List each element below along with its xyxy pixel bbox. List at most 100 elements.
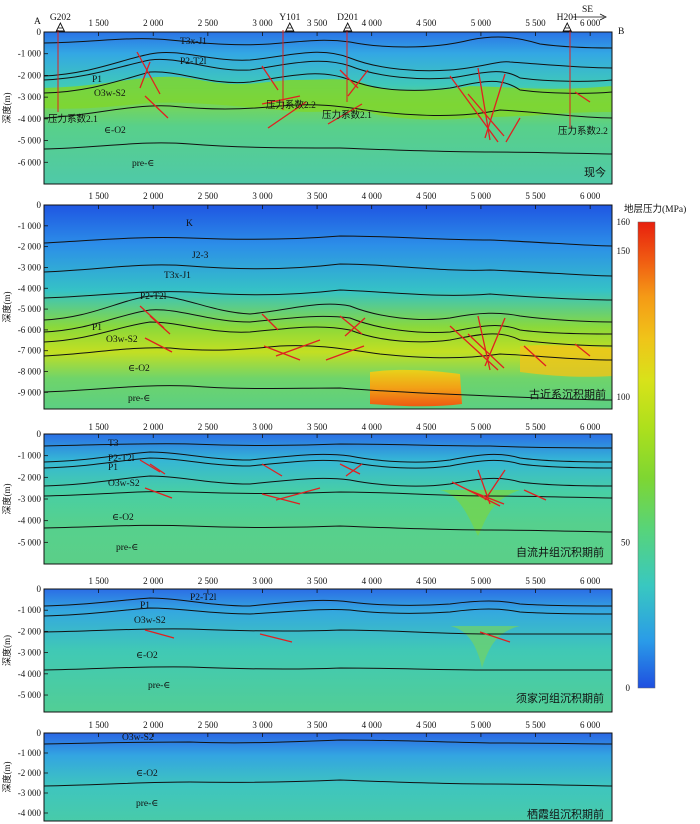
x-tick-label: 1 500 xyxy=(88,576,109,586)
well-symbol-icon xyxy=(55,21,66,32)
overpressure-zone-ziliujing xyxy=(440,490,520,536)
faults-xujiahe xyxy=(144,629,511,643)
x-tick-label: 1 500 xyxy=(88,191,109,201)
strata-label: K xyxy=(186,219,193,229)
horizon-P2 xyxy=(43,51,613,77)
horizon-P1-p2 xyxy=(43,309,613,335)
x-tick-label: 3 500 xyxy=(307,576,328,586)
horizon-O3w-p2 xyxy=(43,321,613,347)
y-tick-label: 0 xyxy=(37,429,42,439)
horizon-O3w xyxy=(43,71,613,94)
horizon-P1-p3 xyxy=(43,457,613,469)
y-tick-label: -1 000 xyxy=(18,49,42,59)
x-tick-label: 6 000 xyxy=(580,422,601,432)
strata-label: P1 xyxy=(92,323,102,333)
legend-ticks: 0 50 100 150 160 xyxy=(617,217,631,693)
horizon-P2-T2l xyxy=(43,295,613,323)
x-tick-label: 6 000 xyxy=(580,191,601,201)
horizon-O3w-p3 xyxy=(43,475,613,487)
direction-arrowhead-icon xyxy=(599,13,607,21)
y-tick-label: -3 000 xyxy=(18,262,42,272)
y-tick-label: 0 xyxy=(37,584,42,594)
legend-tick-label: 0 xyxy=(626,683,631,693)
x-tick-label: 3 000 xyxy=(252,18,273,28)
y-tick-label: -6 000 xyxy=(18,157,42,167)
x-tick-label: 6 000 xyxy=(580,18,601,28)
y-tick-label: 0 xyxy=(37,200,42,210)
horizon-J2-3 xyxy=(43,263,613,277)
horizon-P2-T2l-p3 xyxy=(43,451,613,463)
x-tick-label: 6 000 xyxy=(580,720,601,730)
well-symbol-icon xyxy=(285,21,295,32)
y-tick-label: -3 000 xyxy=(18,648,42,658)
pressure-field-ziliujing xyxy=(44,434,612,564)
legend-tick-label: 50 xyxy=(621,537,631,547)
legend-tick-label: 160 xyxy=(617,217,631,227)
x-tick-label: 5 500 xyxy=(525,576,546,586)
horizon-P1-p4 xyxy=(43,597,613,607)
horizon-O3w-p4 xyxy=(43,628,612,635)
direction-label: SE xyxy=(582,5,593,15)
horizon-T3x-J1 xyxy=(43,289,613,301)
x-tick-label: 4 500 xyxy=(416,720,437,730)
well-symbol-icon xyxy=(562,21,572,32)
end-label-right: B xyxy=(618,27,624,37)
faults-paleogene xyxy=(139,305,591,371)
x-tick-label: 3 500 xyxy=(307,191,328,201)
strata-label: pre-∈ xyxy=(128,394,150,404)
panel1-labels: T3x-J1 P2-T2l P1 O3w-S2 ∈-O2 pre-∈ 压力系数2… xyxy=(48,37,608,179)
x-tick-label: 2 500 xyxy=(198,576,219,586)
strata-label: O3w-S2 xyxy=(94,89,126,99)
horizon-Cam-O2-p2 xyxy=(43,345,613,361)
x-tick-label: 1 500 xyxy=(88,18,109,28)
x-tick-label: 2 500 xyxy=(198,191,219,201)
x-tick-label: 4 000 xyxy=(362,576,383,586)
stage-label: 栖霞组沉积期前 xyxy=(527,807,604,821)
x-tick-label: 1 500 xyxy=(88,422,109,432)
well-name: Y101 xyxy=(279,13,300,23)
x-tick-label: 5 000 xyxy=(471,720,492,730)
pressure-coefficient-label: 压力系数2.1 xyxy=(48,113,98,125)
x-tick-label: 4 500 xyxy=(416,422,437,432)
horizon-pre-Cam-p3 xyxy=(43,524,613,533)
y-tick-label: -1 000 xyxy=(18,451,42,461)
y-tick-label: -3 000 xyxy=(18,788,42,798)
panel-present: 0 -1 000 -2 000 -3 000 -4 000 -5 000 -6 000 xyxy=(18,27,613,185)
x-tick-label: 3 500 xyxy=(307,422,328,432)
x-tick-label: 5 500 xyxy=(525,422,546,432)
x-tick-label: 4 500 xyxy=(416,576,437,586)
pressure-field-paleogene xyxy=(44,205,612,409)
strata-label: ∈-O2 xyxy=(136,651,158,661)
y-tick-label: -8 000 xyxy=(18,367,42,377)
x-tick-label: 2 500 xyxy=(198,422,219,432)
y-tick-label: -1 000 xyxy=(18,221,42,231)
strata-label: ∈-O2 xyxy=(128,364,150,374)
horizon-pre-Cam-p4 xyxy=(43,666,612,671)
stage-label: 须家河组沉积期前 xyxy=(516,691,604,705)
y-axis-title: 深度(m) xyxy=(1,484,12,515)
x-tick-label: 3 000 xyxy=(252,720,273,730)
overpressure-zone-xujiahe xyxy=(450,626,520,668)
strata-label: P1 xyxy=(140,601,150,611)
strata-label: pre-∈ xyxy=(132,159,154,169)
y-tick-label: -7 000 xyxy=(18,346,42,356)
y-axis-title: 深度(m) xyxy=(1,292,12,323)
y-tick-label: -4 000 xyxy=(18,283,42,293)
panel-frame-paleogene xyxy=(43,204,613,410)
x-tick-label: 5 500 xyxy=(525,191,546,201)
x-tick-label: 2 000 xyxy=(143,720,164,730)
well-symbol-icon xyxy=(342,21,353,32)
x-tick-label: 5 000 xyxy=(471,422,492,432)
strata-label: P2-T2l xyxy=(140,292,167,302)
panel-xujiahe: 0 -1 000 -2 000 -3 000 -4 000 -5 000 xyxy=(18,584,613,713)
stage-label: 古近系沉积期前 xyxy=(529,387,606,401)
strata-label: T3 xyxy=(108,439,119,449)
panel5-labels: O3w-S2 ∈-O2 pre-∈ 栖霞组沉积期前 xyxy=(122,733,604,821)
y-tick-label: -1 000 xyxy=(18,605,42,615)
x-tick-label: 3 000 xyxy=(252,576,273,586)
strata-label: O3w-S2 xyxy=(134,616,166,626)
panel-qixia: 0 -1 000 -2 000 -3 000 -4 000 xyxy=(18,728,613,822)
y-tick-label: -2 000 xyxy=(18,626,42,636)
x-tick-label: 4 000 xyxy=(362,191,383,201)
